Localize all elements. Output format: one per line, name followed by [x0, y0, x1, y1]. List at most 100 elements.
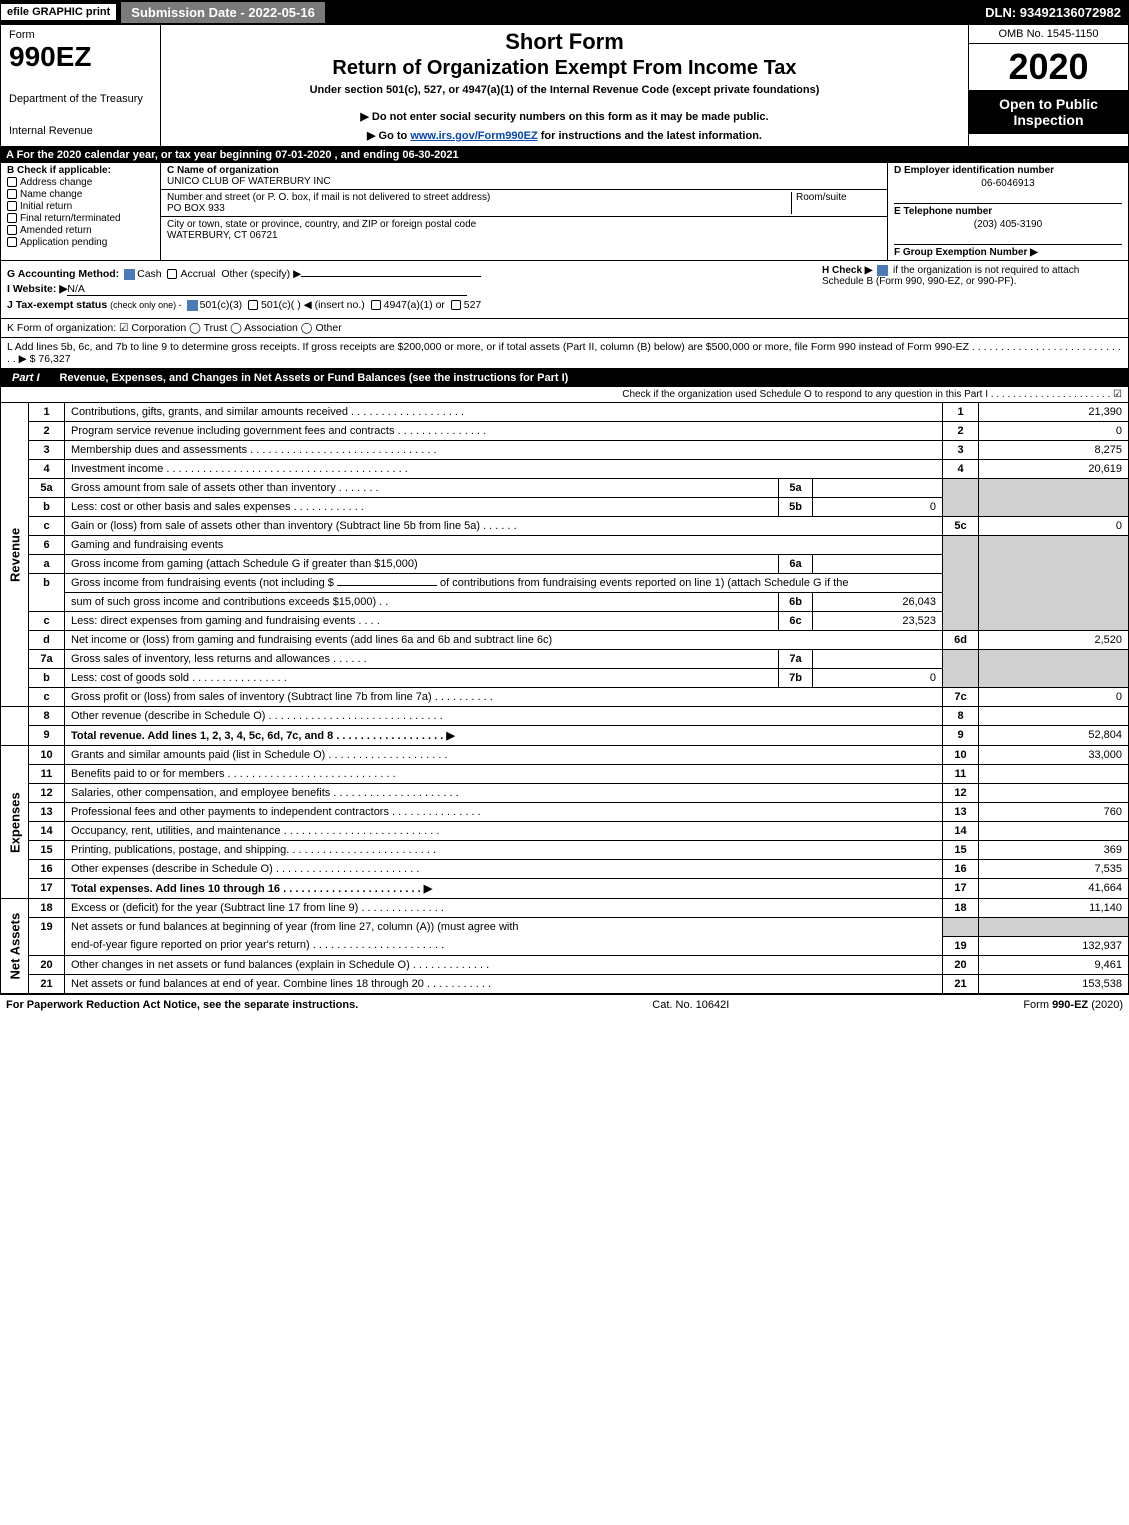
line-num: 19 — [29, 918, 65, 956]
line-amt: 11,140 — [979, 899, 1129, 918]
j-label: J Tax-exempt status — [7, 299, 107, 311]
line-desc: Total revenue. Add lines 1, 2, 3, 4, 5c,… — [65, 726, 943, 746]
checkbox-icon[interactable] — [7, 189, 17, 199]
cb-final-return: Final return/terminated — [7, 213, 154, 224]
line-num: c — [29, 612, 65, 631]
tax-year: 2020 — [969, 44, 1128, 90]
dept-irs: Internal Revenue — [9, 125, 152, 137]
form-number: 990EZ — [9, 41, 152, 73]
line-desc: Occupancy, rent, utilities, and maintena… — [65, 822, 943, 841]
goto-prefix: ▶ Go to — [367, 130, 410, 142]
c-city-row: City or town, state or province, country… — [161, 217, 887, 243]
gray-cell — [979, 536, 1129, 631]
checkbox-icon[interactable] — [451, 300, 461, 310]
ein: 06-6046913 — [894, 178, 1122, 189]
mid-ref: 6a — [779, 555, 813, 574]
footer-left: For Paperwork Reduction Act Notice, see … — [6, 999, 358, 1011]
mid-ref: 6b — [779, 593, 813, 612]
line-num: 6 — [29, 536, 65, 555]
gray-cell — [943, 536, 979, 631]
part1-check-o: Check if the organization used Schedule … — [0, 387, 1129, 402]
line-num: d — [29, 631, 65, 650]
room-label: Room/suite — [796, 192, 847, 203]
line-desc: Other changes in net assets or fund bala… — [65, 955, 943, 974]
f-label: F Group Exemption Number ▶ — [894, 247, 1038, 258]
gray-cell — [943, 918, 979, 937]
line-num: 13 — [29, 803, 65, 822]
g-other-field[interactable] — [301, 276, 481, 277]
checkbox-icon[interactable] — [371, 300, 381, 310]
section-c: C Name of organization UNICO CLUB OF WAT… — [161, 163, 888, 260]
line-ref: 6d — [943, 631, 979, 650]
d-label: D Employer identification number — [894, 165, 1122, 176]
k-line: K Form of organization: ☑ Corporation ◯ … — [0, 319, 1129, 338]
mid-val — [813, 650, 943, 669]
line-num: 1 — [29, 403, 65, 422]
phone: (203) 405-3190 — [894, 219, 1122, 230]
line-amt: 41,664 — [979, 879, 1129, 899]
part1-table: Revenue 1 Contributions, gifts, grants, … — [0, 402, 1129, 994]
line-desc: Other revenue (describe in Schedule O) .… — [65, 707, 943, 726]
submission-date: Submission Date - 2022-05-16 — [121, 2, 325, 23]
line-num: 10 — [29, 746, 65, 765]
line-desc: Professional fees and other payments to … — [65, 803, 943, 822]
mid-val — [813, 555, 943, 574]
mid-ref: 7a — [779, 650, 813, 669]
line-num: c — [29, 517, 65, 536]
checkbox-icon[interactable] — [167, 269, 177, 279]
line-desc: Printing, publications, postage, and shi… — [65, 841, 943, 860]
line-num: 14 — [29, 822, 65, 841]
line-ref: 21 — [943, 974, 979, 993]
part1-title: Revenue, Expenses, and Changes in Net As… — [52, 369, 1129, 387]
c-addr-row: Number and street (or P. O. box, if mail… — [161, 190, 887, 217]
checkbox-icon[interactable] — [7, 177, 17, 187]
j-501c: 501(c)( ) ◀ (insert no.) — [261, 299, 365, 311]
line-amt: 0 — [979, 517, 1129, 536]
checkbox-filled-icon — [124, 269, 135, 280]
ghij-block: G Accounting Method: Cash Accrual Other … — [0, 261, 1129, 319]
line-desc: Gross income from gaming (attach Schedul… — [65, 555, 779, 574]
c-addr-label: Number and street (or P. O. box, if mail… — [167, 192, 490, 203]
fill-field[interactable] — [337, 585, 437, 586]
e-section: E Telephone number (203) 405-3190 — [894, 203, 1122, 230]
f-section: F Group Exemption Number ▶ — [894, 244, 1122, 258]
g-label: G Accounting Method: — [7, 268, 119, 280]
checkbox-icon[interactable] — [7, 213, 17, 223]
checkbox-icon[interactable] — [7, 201, 17, 211]
form-label: Form — [9, 29, 152, 41]
line-amt: 21,390 — [979, 403, 1129, 422]
line-ref: 10 — [943, 746, 979, 765]
netassets-sidebar: Net Assets — [1, 899, 29, 994]
header-right: OMB No. 1545-1150 2020 Open to Public In… — [968, 25, 1128, 146]
i-line: I Website: ▶N/A — [7, 283, 822, 296]
revenue-sidebar: Revenue — [1, 403, 29, 707]
goto-link[interactable]: www.irs.gov/Form990EZ — [410, 130, 537, 142]
checkbox-icon[interactable] — [7, 225, 17, 235]
h-section: H Check ▶ if the organization is not req… — [822, 265, 1122, 314]
checkbox-icon[interactable] — [248, 300, 258, 310]
line-num: 7a — [29, 650, 65, 669]
mid-val: 0 — [813, 498, 943, 517]
checkbox-filled-icon — [877, 265, 888, 276]
checkbox-filled-icon — [187, 300, 198, 311]
header-left: Form 990EZ Department of the Treasury In… — [1, 25, 161, 146]
line-desc: end-of-year figure reported on prior yea… — [65, 936, 943, 955]
section-a: A For the 2020 calendar year, or tax yea… — [0, 147, 1129, 163]
line-ref: 16 — [943, 860, 979, 879]
mid-val: 26,043 — [813, 593, 943, 612]
line-amt — [979, 765, 1129, 784]
mid-val: 0 — [813, 669, 943, 688]
i-label: I Website: ▶ — [7, 283, 67, 295]
j-501c3: 501(c)(3) — [200, 299, 243, 311]
return-title: Return of Organization Exempt From Incom… — [165, 57, 964, 80]
line-amt: 0 — [979, 688, 1129, 707]
line-num: b — [29, 669, 65, 688]
line-desc: Gross income from fundraising events (no… — [65, 574, 943, 593]
line-amt: 52,804 — [979, 726, 1129, 746]
line-desc: Grants and similar amounts paid (list in… — [65, 746, 943, 765]
line-num: 5a — [29, 479, 65, 498]
checkbox-icon[interactable] — [7, 237, 17, 247]
open-inspection: Open to Public Inspection — [969, 90, 1128, 134]
c-name-row: C Name of organization UNICO CLUB OF WAT… — [161, 163, 887, 190]
line-amt: 369 — [979, 841, 1129, 860]
